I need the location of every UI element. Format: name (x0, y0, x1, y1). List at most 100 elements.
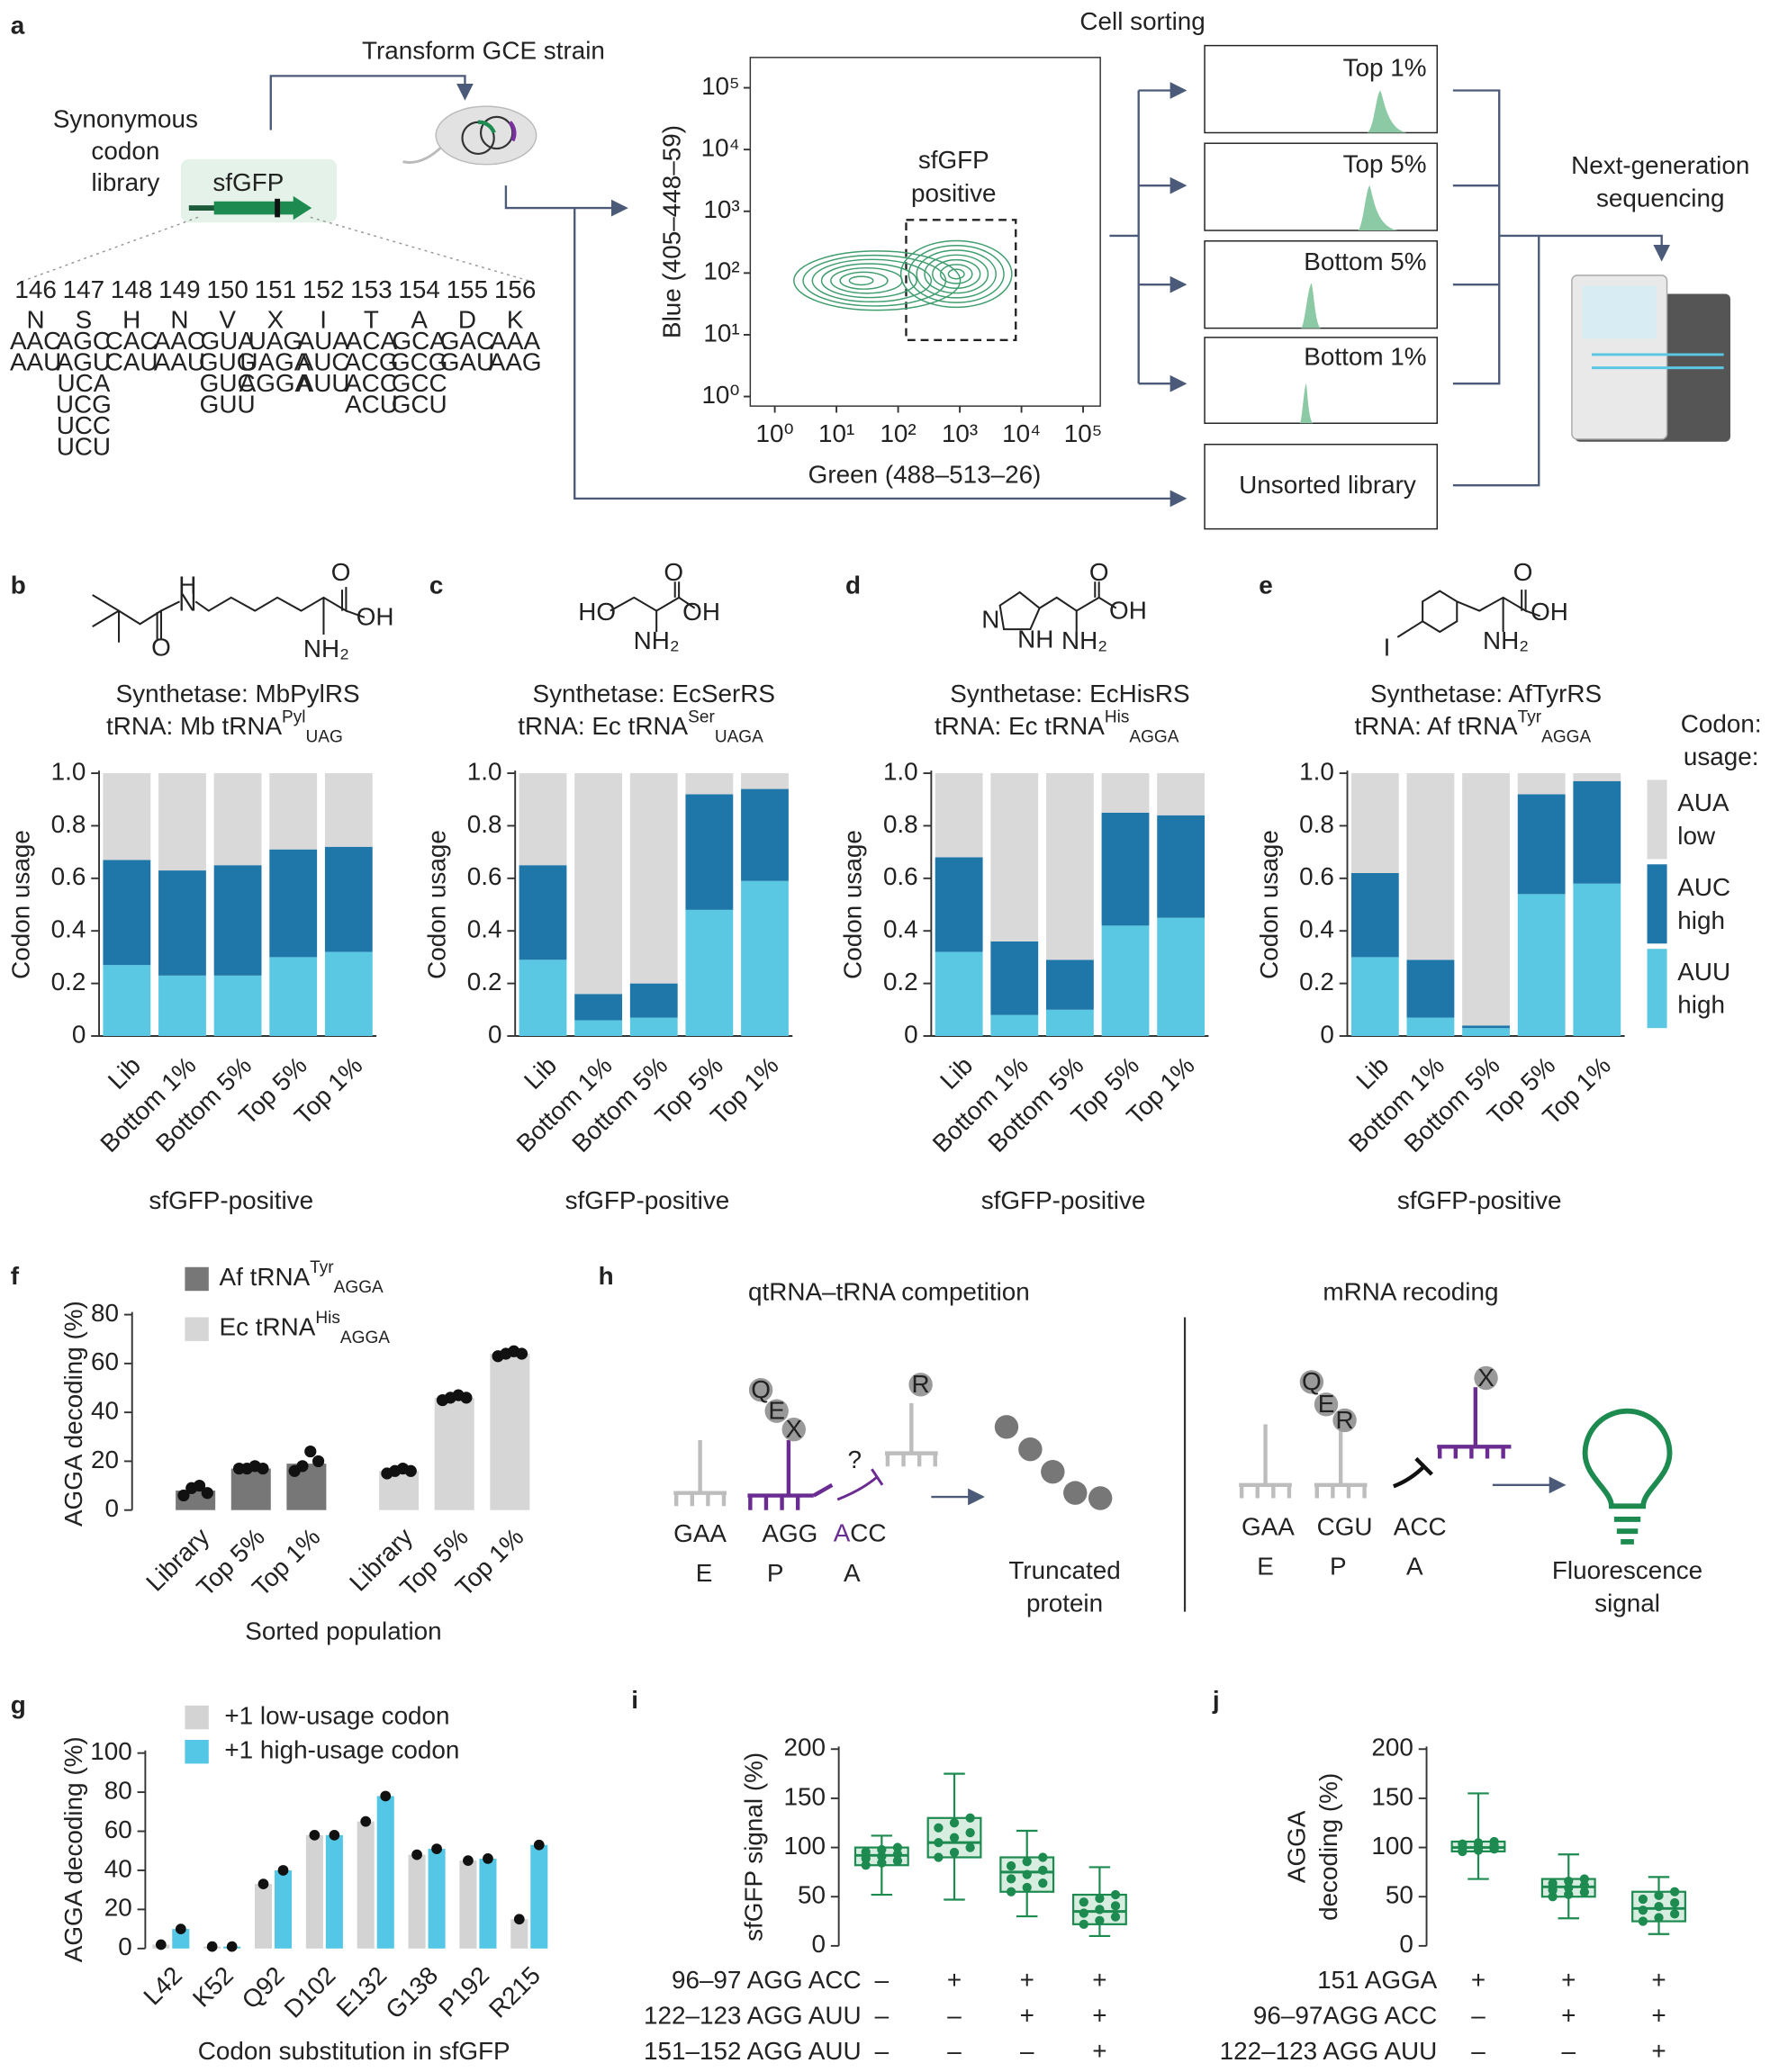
condition-value: + (1651, 2001, 1666, 2029)
codon: AUC (297, 348, 350, 376)
amino-acid (764, 1399, 789, 1423)
atom-label: NH₂ (1061, 626, 1107, 654)
bar-segment (574, 773, 623, 995)
atom-label: NH₂ (303, 635, 349, 662)
bar-segment (741, 773, 789, 789)
codon: GAU (440, 348, 494, 376)
sequencer-screen (1582, 285, 1657, 339)
y-tick-label: 0 (72, 1020, 86, 1048)
bar-segment (213, 975, 262, 1036)
bar (274, 1869, 293, 1949)
condition-label: 96–97 AGG ACC (672, 1966, 862, 1994)
data-point (533, 1839, 545, 1851)
histogram (1367, 90, 1407, 133)
amino-acid-label: Q (1302, 1367, 1322, 1395)
bar-segment (574, 994, 623, 1021)
bar-segment (1462, 773, 1510, 1026)
bar (230, 1468, 271, 1510)
y-tick-label: 200 (783, 1734, 825, 1761)
panel-label: d (845, 572, 861, 599)
legend-label: AUA low (1677, 789, 1735, 851)
codon: CAC (105, 327, 158, 355)
bar-segment (629, 1017, 678, 1036)
atom-label: OH (682, 598, 720, 626)
bar-segment (324, 773, 373, 847)
gate-label: Top 1% (1343, 53, 1427, 81)
amino-acid: X (267, 306, 284, 334)
codon: AGU (57, 348, 111, 376)
y-tick-label: 10³ (703, 195, 739, 223)
atom-label: N (981, 606, 999, 634)
trna (673, 1439, 727, 1507)
data-point (1022, 1857, 1032, 1867)
amino-acid: S (76, 306, 93, 334)
y-tick-label: 100 (1371, 1832, 1413, 1860)
bar (408, 1854, 426, 1949)
data-point (201, 1487, 213, 1500)
x-axis-label: sfGFP-positive (149, 1186, 313, 1214)
position: 151 (255, 275, 296, 303)
y-tick-label: 40 (104, 1854, 132, 1882)
y-tick-label: 10⁴ (701, 133, 740, 161)
data-point (949, 1833, 960, 1842)
y-tick-label: 0 (904, 1020, 917, 1048)
arrow (573, 208, 1188, 508)
data-point (277, 1865, 289, 1876)
chart-title: Synthetase: MbPylRS (116, 680, 360, 707)
bar-segment (935, 951, 983, 1036)
data-point (1579, 1874, 1589, 1884)
atom-label: HO (578, 598, 616, 626)
position: 153 (350, 275, 392, 303)
plasmid-insert (477, 120, 496, 134)
y-tick-label: 1.0 (51, 757, 86, 785)
bar-segment (1101, 925, 1150, 1036)
legend-title: usage: (1684, 743, 1759, 770)
panel-label: a (11, 11, 25, 39)
codon: GCC (392, 369, 447, 397)
data-point (257, 1878, 269, 1890)
condition-value: – (875, 2037, 890, 2065)
bar (172, 1929, 190, 1949)
data-point (934, 1823, 944, 1833)
y-tick-label: 10¹ (703, 319, 739, 347)
legend-label: +1 low-usage codon (224, 1701, 449, 1729)
bar-segment (1350, 773, 1399, 873)
data-point (1579, 1880, 1589, 1891)
plasmid (461, 121, 495, 156)
position: 156 (494, 275, 536, 303)
codon: AAU (10, 348, 61, 376)
y-tick-label: 1.0 (1299, 757, 1334, 785)
condition-value: + (1092, 2001, 1106, 2029)
bar-segment (269, 849, 318, 958)
bar-segment (1406, 1017, 1455, 1036)
y-axis-label: AGGA decoding (%) (59, 1736, 87, 1962)
x-axis-label: Codon substitution in sfGFP (198, 2037, 510, 2065)
y-axis-label: Blue (405–448–59) (658, 125, 686, 338)
bar-segment (629, 983, 678, 1018)
condition-value: – (1020, 2037, 1034, 2065)
contour (924, 254, 989, 294)
bar-segment (1406, 773, 1455, 960)
x-tick-label: 10² (880, 419, 916, 447)
atom-label: I (1384, 633, 1391, 661)
x-tick-label: Lib (1350, 1051, 1394, 1095)
bar-segment (1157, 815, 1206, 918)
panel-label: c (429, 572, 444, 599)
chart-subtitle: tRNA: Af tRNATyrAGGA (1355, 707, 1592, 746)
bar-segment (1517, 794, 1566, 895)
qtrna (1437, 1387, 1512, 1459)
atom-label: N (178, 589, 196, 617)
bacterium (435, 105, 537, 166)
label-part: Tyr (1518, 707, 1542, 726)
position: 146 (14, 275, 56, 303)
contour (811, 258, 933, 302)
bar-segment (1101, 812, 1150, 926)
data-point (1669, 1897, 1680, 1908)
gate-label: Bottom 5% (1304, 248, 1426, 275)
y-axis-label: AGGA (1283, 1810, 1311, 1883)
x-tick-label: D102 (279, 1961, 341, 2023)
codon: GCA (392, 327, 447, 355)
trna (1314, 1427, 1368, 1499)
data-point (1110, 1912, 1121, 1922)
bulb (1582, 1408, 1673, 1545)
